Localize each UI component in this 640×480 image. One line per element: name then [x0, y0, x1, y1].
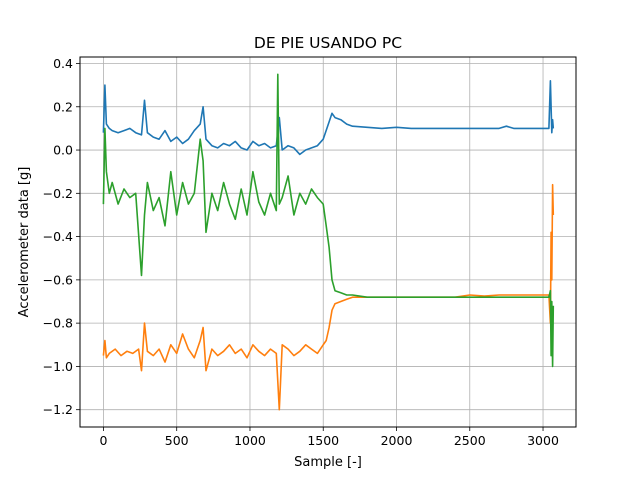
y-tick-label: −0.4	[43, 229, 73, 244]
x-tick-label: 2500	[454, 433, 486, 448]
x-tick-label: 1500	[307, 433, 339, 448]
y-tick-label: −1.0	[43, 359, 73, 374]
grid	[80, 57, 576, 427]
y-axis-ticks: −1.2 −1.0 −0.8 −0.6 −0.4 −0.2 0.0 0.2 0.4	[43, 56, 80, 417]
chart-title: DE PIE USANDO PC	[254, 34, 402, 52]
y-tick-label: 0.2	[53, 99, 73, 114]
y-tick-label: 0.0	[53, 143, 73, 158]
y-axis-label: Accelerometer data [g]	[17, 167, 32, 318]
y-tick-label: −0.8	[43, 316, 73, 331]
series-line-3	[102, 73, 555, 368]
x-tick-label: 2000	[381, 433, 413, 448]
x-tick-label: 1000	[234, 433, 266, 448]
x-axis-ticks: 0 500 1000 1500 2000 2500 3000	[99, 427, 559, 448]
y-tick-label: −0.6	[43, 272, 73, 287]
x-axis-label: Sample [-]	[294, 455, 362, 470]
series-layer	[102, 73, 555, 411]
x-tick-label: 500	[165, 433, 189, 448]
y-tick-label: −0.2	[43, 186, 73, 201]
series-line-2	[102, 183, 555, 411]
x-tick-label: 0	[99, 433, 107, 448]
y-tick-label: 0.4	[53, 56, 73, 71]
y-tick-label: −1.2	[43, 402, 73, 417]
x-tick-label: 3000	[527, 433, 559, 448]
plot-frame	[79, 56, 577, 428]
